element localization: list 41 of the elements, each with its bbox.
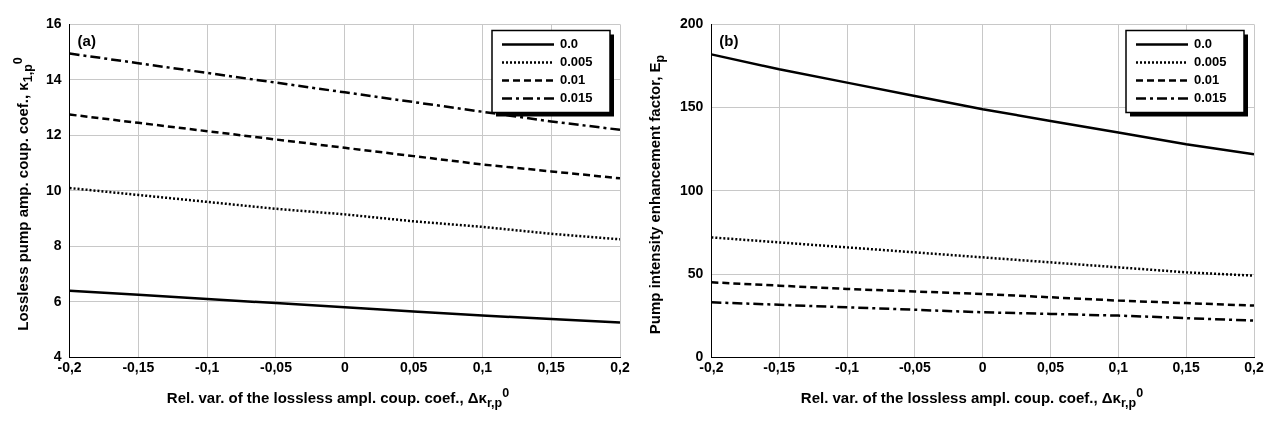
x-tick-label: 0	[340, 359, 349, 376]
y-tick-label: 16	[45, 15, 62, 32]
legend-label: 0.005	[1194, 53, 1227, 69]
y-tick-label: 4	[53, 348, 62, 365]
line-series	[711, 301, 1254, 322]
y-tick-label: 200	[680, 15, 704, 32]
x-tick-label: -0,1	[195, 359, 220, 376]
y-tick-label: 0	[695, 348, 704, 365]
x-tick-label: 0	[978, 359, 987, 376]
x-tick-label: 0,05	[399, 359, 428, 376]
annotation: (a)	[77, 32, 96, 50]
line-series	[711, 281, 1254, 307]
x-tick-label: 0,15	[537, 359, 566, 376]
y-tick-label: 50	[687, 264, 704, 281]
x-tick-label: -0,1	[834, 359, 860, 376]
legend-label: 0.0	[1194, 35, 1213, 51]
legend-label: 0.005	[560, 53, 593, 69]
legend-label: 0.01	[560, 71, 586, 87]
y-tick-label: 150	[680, 98, 704, 115]
y-tick-label: 6	[53, 292, 62, 309]
x-tick-label: 0,1	[472, 359, 493, 376]
x-tick-label: 0,15	[1172, 359, 1201, 376]
legend-label: 0.01	[1194, 71, 1220, 87]
line-series	[711, 236, 1254, 277]
x-tick-label: 0,2	[610, 359, 630, 376]
x-tick-label: -0,15	[122, 359, 155, 376]
legend-label: 0.015	[560, 89, 593, 105]
x-tick-label: -0,05	[898, 359, 932, 376]
y-tick-label: 8	[53, 237, 62, 254]
legend-label: 0.0	[560, 35, 579, 51]
y-tick-label: 100	[680, 181, 704, 198]
x-tick-label: 0,1	[1108, 359, 1129, 376]
x-tick-label: 0,2	[1244, 359, 1264, 376]
legend-label: 0.015	[1194, 89, 1227, 105]
x-tick-label: 0,05	[1036, 359, 1065, 376]
x-tick-label: -0,15	[763, 359, 796, 376]
y-tick-label: 12	[45, 126, 62, 143]
y-tick-label: 10	[45, 181, 62, 198]
annotation: (b)	[719, 32, 739, 50]
y-tick-label: 14	[45, 70, 62, 87]
x-tick-label: -0,05	[260, 359, 293, 376]
